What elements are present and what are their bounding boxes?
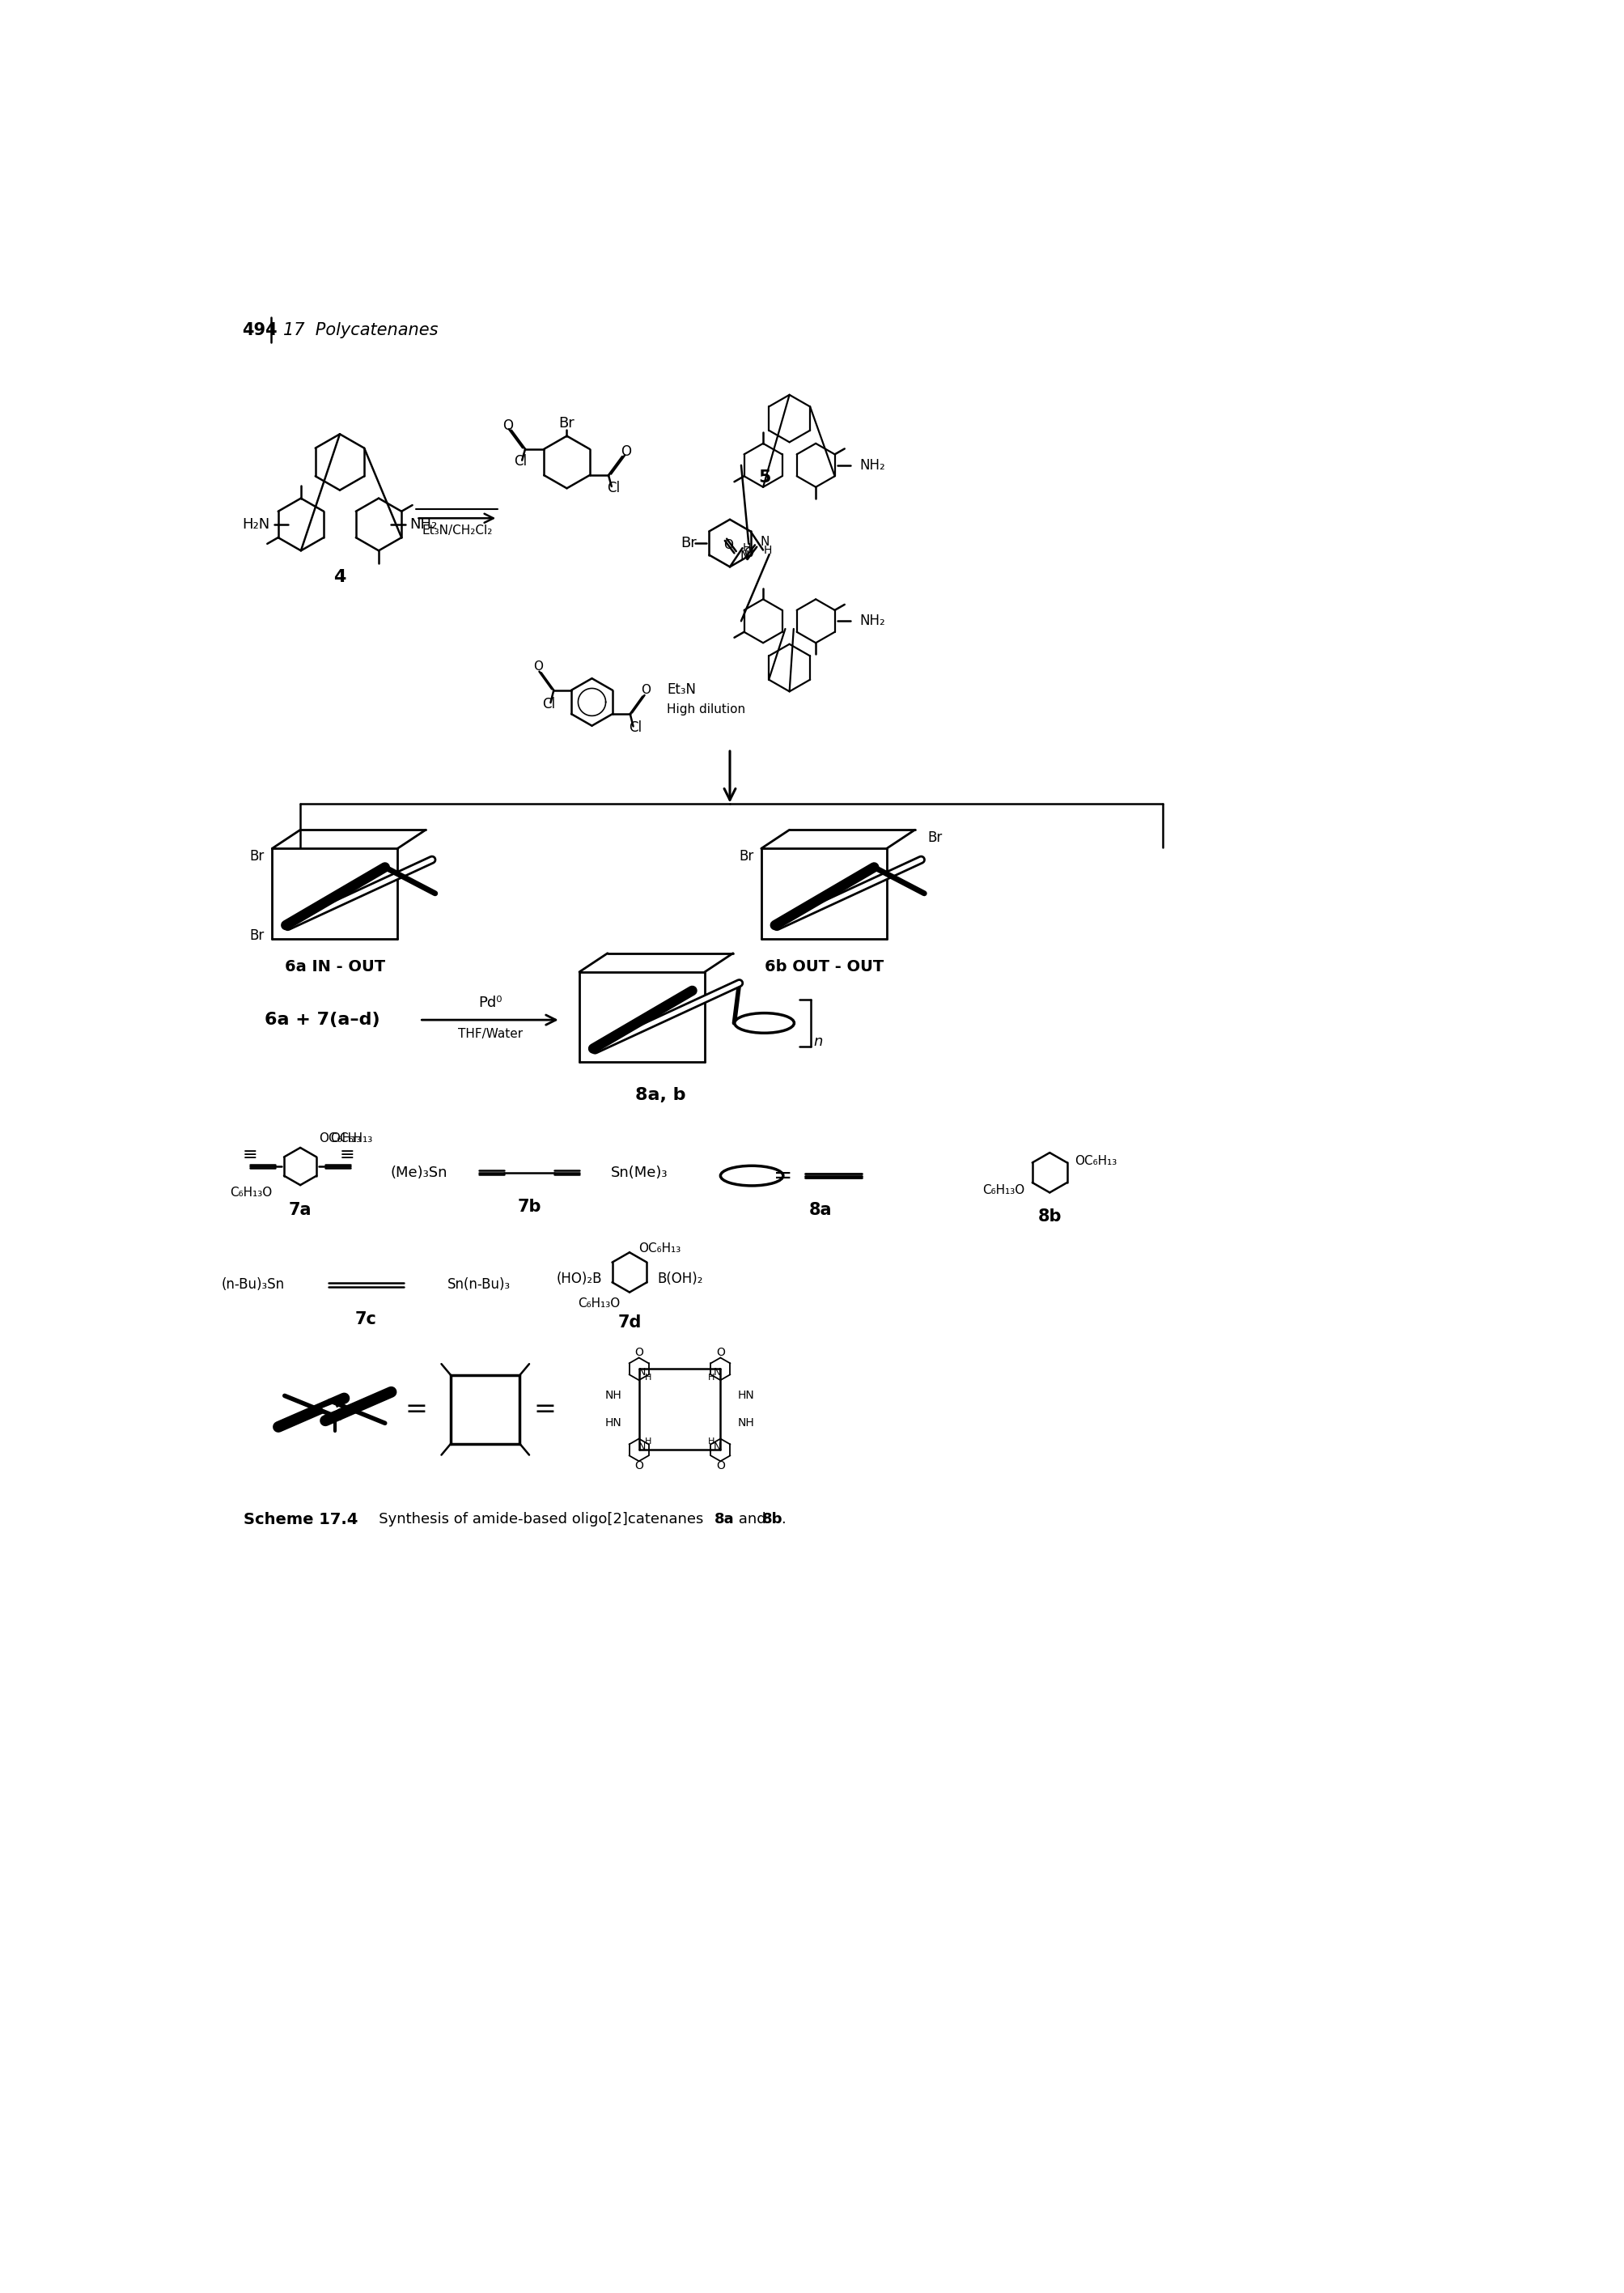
Text: Sn(n-Bu)₃: Sn(n-Bu)₃ bbox=[448, 1277, 510, 1291]
Text: N: N bbox=[638, 1367, 646, 1378]
Text: O: O bbox=[620, 445, 632, 459]
Text: N: N bbox=[713, 1367, 721, 1378]
Text: O: O bbox=[533, 660, 542, 672]
Text: Et₃N: Et₃N bbox=[667, 683, 697, 697]
Text: B(OH)₂: B(OH)₂ bbox=[656, 1270, 703, 1286]
Text: O: O bbox=[635, 1461, 643, 1472]
Text: H: H bbox=[708, 1438, 715, 1445]
Text: 494: 494 bbox=[242, 321, 278, 337]
Text: N: N bbox=[760, 537, 770, 548]
Text: 4: 4 bbox=[333, 569, 346, 585]
Text: Br: Br bbox=[927, 830, 942, 844]
Text: NH₂: NH₂ bbox=[409, 518, 437, 532]
Text: Scheme 17.4: Scheme 17.4 bbox=[244, 1513, 357, 1527]
Text: 8a: 8a bbox=[715, 1513, 734, 1527]
Text: n: n bbox=[814, 1034, 822, 1048]
Text: H: H bbox=[708, 1374, 715, 1383]
Text: OC₆H₁₃: OC₆H₁₃ bbox=[638, 1243, 680, 1254]
Text: O: O bbox=[716, 1346, 724, 1357]
Text: N: N bbox=[739, 550, 749, 562]
Text: =: = bbox=[533, 1396, 555, 1422]
Text: Cl: Cl bbox=[513, 454, 526, 468]
Text: Pd⁰: Pd⁰ bbox=[477, 995, 502, 1009]
Text: Sn(Me)₃: Sn(Me)₃ bbox=[611, 1165, 667, 1181]
Text: High dilution: High dilution bbox=[667, 704, 745, 715]
Text: ≡: ≡ bbox=[339, 1146, 354, 1163]
Text: H: H bbox=[645, 1438, 651, 1445]
Text: HN: HN bbox=[737, 1390, 755, 1401]
Text: Br: Br bbox=[739, 848, 754, 862]
Text: HN: HN bbox=[604, 1417, 620, 1429]
Text: O: O bbox=[716, 1461, 724, 1472]
Text: O: O bbox=[744, 548, 754, 559]
Text: Br: Br bbox=[250, 929, 265, 942]
Text: Br: Br bbox=[680, 537, 697, 550]
Text: NH₂: NH₂ bbox=[859, 459, 885, 472]
Text: Et₃N/CH₂Cl₂: Et₃N/CH₂Cl₂ bbox=[422, 525, 492, 537]
Ellipse shape bbox=[734, 1014, 794, 1034]
Text: =: = bbox=[773, 1165, 793, 1188]
Text: H: H bbox=[763, 543, 771, 555]
Text: Synthesis of amide-based oligo[2]catenanes: Synthesis of amide-based oligo[2]catenan… bbox=[365, 1513, 708, 1527]
Text: ≡: ≡ bbox=[242, 1146, 258, 1163]
Text: O: O bbox=[635, 1346, 643, 1357]
Text: 6a + 7(a–d): 6a + 7(a–d) bbox=[265, 1011, 380, 1027]
Text: 8a, b: 8a, b bbox=[635, 1087, 685, 1103]
Text: 5: 5 bbox=[758, 470, 770, 486]
Text: NH: NH bbox=[604, 1390, 620, 1401]
Text: (HO)₂B: (HO)₂B bbox=[555, 1270, 601, 1286]
Text: 7c: 7c bbox=[356, 1312, 377, 1328]
Text: OC₆H₁₃: OC₆H₁₃ bbox=[318, 1133, 361, 1144]
Text: O: O bbox=[723, 539, 732, 550]
Text: C₆H₁₃O: C₆H₁₃O bbox=[578, 1298, 620, 1309]
Text: Cl: Cl bbox=[628, 720, 641, 736]
Text: 6a IN - OUT: 6a IN - OUT bbox=[284, 958, 385, 975]
Text: and: and bbox=[734, 1513, 771, 1527]
Text: NH: NH bbox=[737, 1417, 755, 1429]
Text: NH₂: NH₂ bbox=[859, 615, 885, 628]
Text: .: . bbox=[781, 1513, 786, 1527]
Text: O: O bbox=[502, 417, 513, 433]
Text: H₂N: H₂N bbox=[242, 518, 270, 532]
Text: (n-Bu)₃Sn: (n-Bu)₃Sn bbox=[221, 1277, 284, 1291]
Text: OC₆H₁₃: OC₆H₁₃ bbox=[330, 1133, 372, 1144]
Text: C₆H₁₃O: C₆H₁₃O bbox=[229, 1185, 271, 1199]
Text: =: = bbox=[404, 1396, 427, 1422]
Text: 7b: 7b bbox=[516, 1199, 541, 1215]
Text: Br: Br bbox=[250, 848, 265, 862]
Text: Cl: Cl bbox=[607, 482, 620, 495]
Text: 8a: 8a bbox=[809, 1202, 831, 1218]
Text: H: H bbox=[645, 1374, 651, 1383]
Text: Br: Br bbox=[559, 417, 575, 431]
Text: Cl: Cl bbox=[542, 697, 555, 711]
Text: 7d: 7d bbox=[617, 1314, 641, 1330]
Text: 17  Polycatenanes: 17 Polycatenanes bbox=[283, 321, 438, 337]
Text: H: H bbox=[742, 543, 750, 555]
Text: N: N bbox=[638, 1442, 646, 1451]
Text: 7a: 7a bbox=[289, 1202, 312, 1218]
Text: N: N bbox=[713, 1442, 721, 1451]
Text: O: O bbox=[640, 683, 650, 697]
Ellipse shape bbox=[719, 1165, 783, 1185]
Text: 8b: 8b bbox=[762, 1513, 783, 1527]
Text: (Me)₃Sn: (Me)₃Sn bbox=[390, 1165, 448, 1181]
Text: THF/Water: THF/Water bbox=[458, 1027, 523, 1039]
Text: 8b: 8b bbox=[1038, 1208, 1060, 1224]
Text: 6b OUT - OUT: 6b OUT - OUT bbox=[763, 958, 883, 975]
Text: OC₆H₁₃: OC₆H₁₃ bbox=[1073, 1156, 1117, 1167]
Text: C₆H₁₃O: C₆H₁₃O bbox=[983, 1183, 1025, 1197]
